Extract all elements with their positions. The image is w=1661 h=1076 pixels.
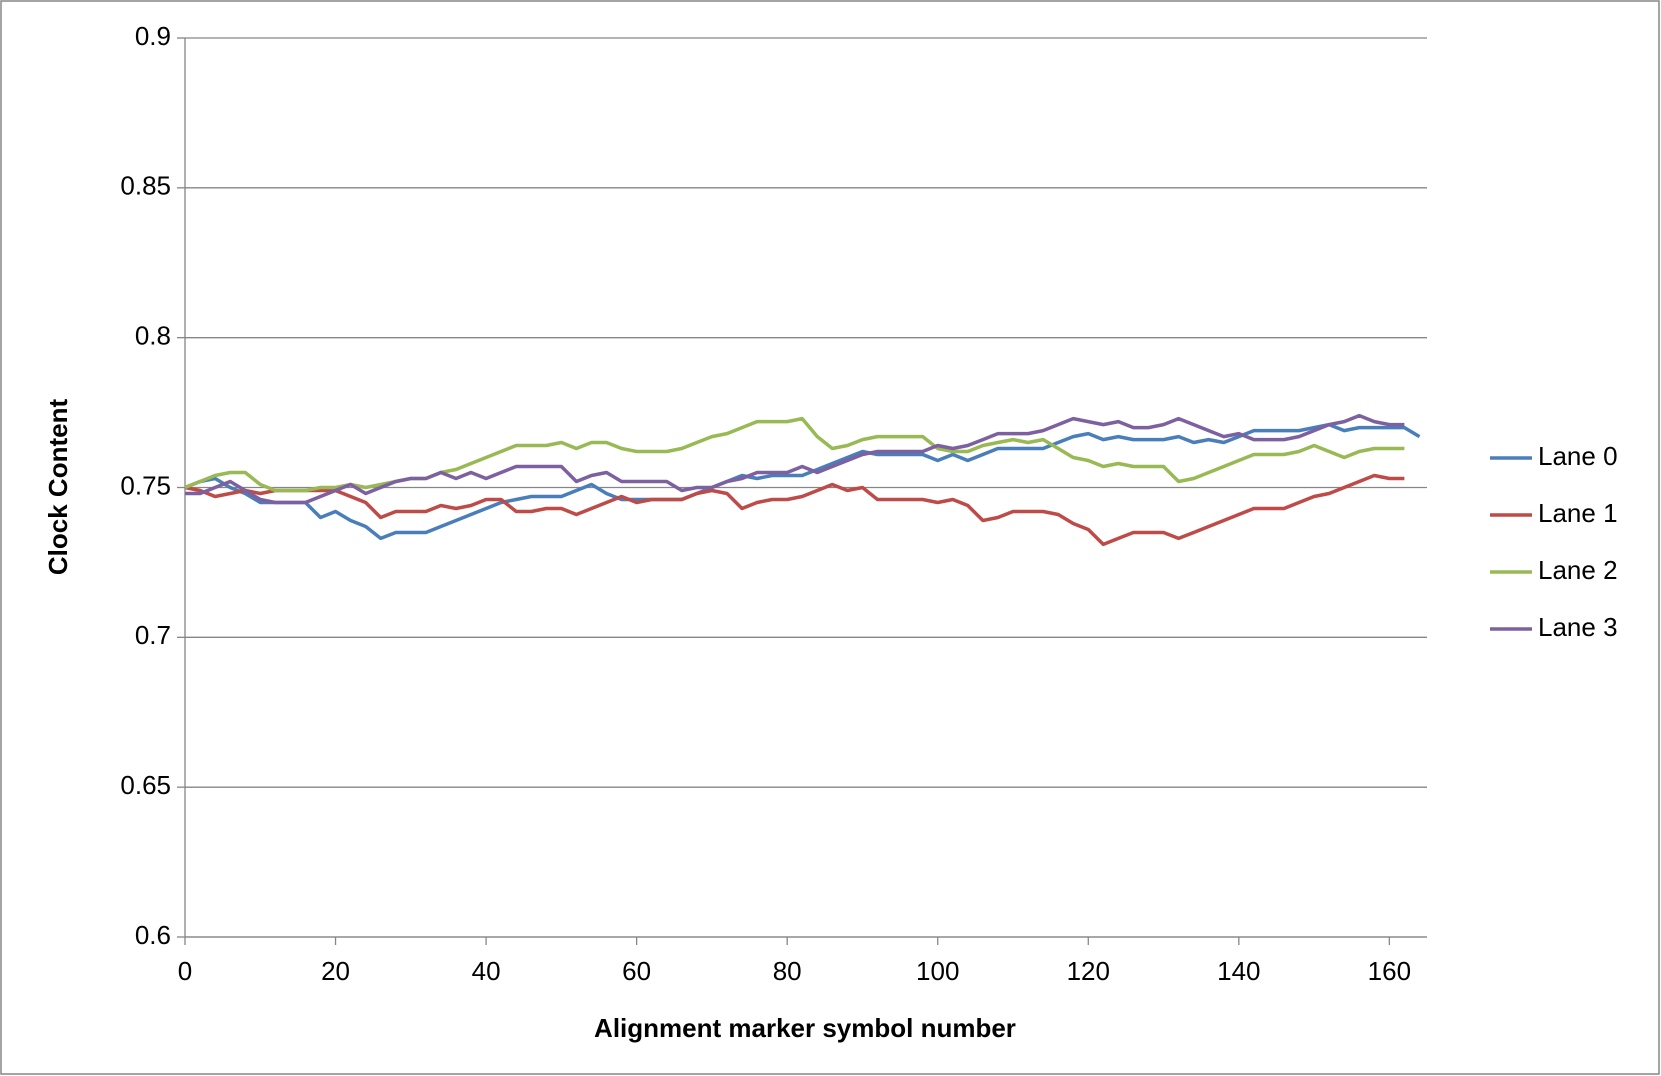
series-line	[184, 473, 1405, 547]
y-tick-label: 0.75	[120, 470, 171, 500]
x-tick-label: 100	[916, 956, 959, 986]
legend-label: Lane 3	[1538, 612, 1618, 642]
x-tick-label: 20	[321, 956, 350, 986]
series-line	[184, 422, 1421, 541]
x-tick-label: 80	[773, 956, 802, 986]
x-tick-label: 140	[1217, 956, 1260, 986]
x-tick-label: 160	[1368, 956, 1411, 986]
y-tick-label: 0.85	[120, 171, 171, 201]
legend-label: Lane 2	[1538, 555, 1618, 585]
y-tick-label: 0.8	[135, 321, 171, 351]
x-axis-title: Alignment marker symbol number	[594, 1013, 1016, 1043]
y-tick-label: 0.6	[135, 920, 171, 950]
x-tick-label: 60	[622, 956, 651, 986]
y-tick-label: 0.9	[135, 21, 171, 51]
y-tick-label: 0.7	[135, 620, 171, 650]
series-line	[185, 413, 1405, 505]
x-tick-label: 0	[178, 956, 192, 986]
legend-label: Lane 1	[1538, 498, 1618, 528]
y-axis-title: Clock Content	[43, 399, 73, 576]
y-tick-label: 0.65	[120, 770, 171, 800]
x-tick-label: 120	[1067, 956, 1110, 986]
legend-label: Lane 0	[1538, 441, 1618, 471]
x-tick-label: 40	[472, 956, 501, 986]
